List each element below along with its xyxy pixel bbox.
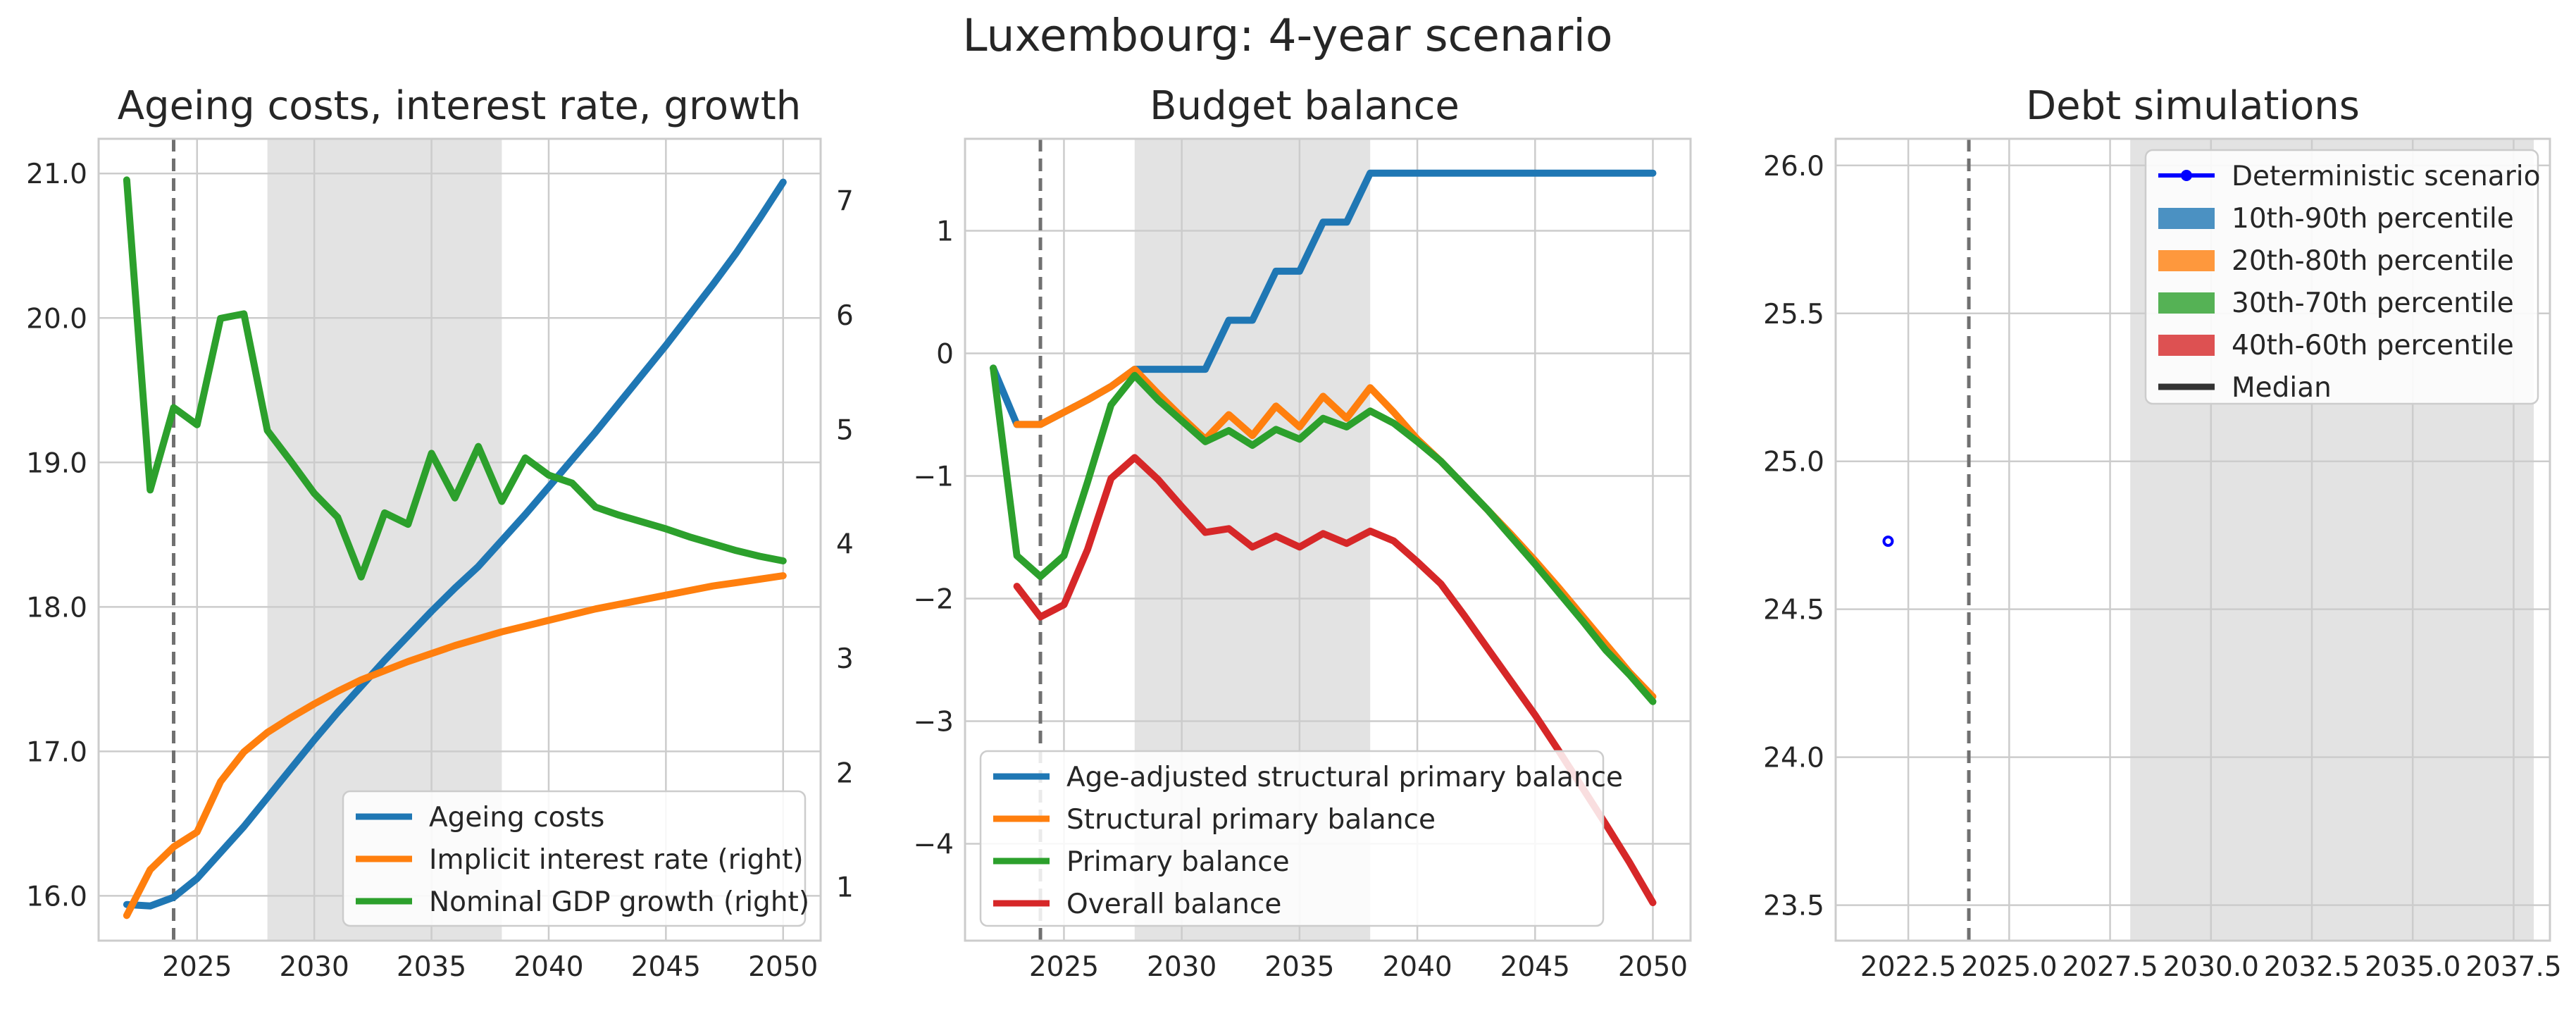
x-tick-label: 2027.5 bbox=[2062, 951, 2158, 983]
legend-swatch bbox=[2158, 292, 2215, 314]
legend: Age-adjusted structural primary balance S… bbox=[981, 751, 1623, 926]
x-tick-label: 2037.5 bbox=[2465, 951, 2561, 983]
x-tick-label: 2022.5 bbox=[1860, 951, 1956, 983]
legend-label: Overall balance bbox=[1066, 889, 1281, 920]
x-tick-label: 2025 bbox=[1029, 951, 1099, 983]
y-tick-label: 19.0 bbox=[26, 447, 87, 479]
x-tick-label: 2035 bbox=[1264, 951, 1334, 983]
legend-swatch bbox=[2158, 250, 2215, 271]
legend: Ageing costs Implicit interest rate (righ… bbox=[343, 791, 809, 926]
legend-label: Primary balance bbox=[1066, 846, 1290, 878]
legend-label: 30th-70th percentile bbox=[2232, 287, 2514, 319]
y2-tick-label: 6 bbox=[836, 300, 854, 332]
legend-label: Median bbox=[2232, 372, 2332, 404]
y2-tick-label: 7 bbox=[836, 186, 854, 218]
y-tick-label: 16.0 bbox=[26, 881, 87, 912]
x-tick-label: 2040 bbox=[1382, 951, 1452, 983]
y-tick-label: 26.0 bbox=[1763, 151, 1824, 182]
y-tick-label: 25.0 bbox=[1763, 447, 1824, 478]
y-tick-label: 24.5 bbox=[1763, 595, 1824, 626]
legend-label: Ageing costs bbox=[429, 802, 604, 834]
panel-title-debt: Debt simulations bbox=[2026, 83, 2360, 129]
x-tick-label: 2030.0 bbox=[2163, 951, 2259, 983]
y2-tick-label: 2 bbox=[836, 757, 854, 789]
legend-label: 20th-80th percentile bbox=[2232, 245, 2514, 277]
y-tick-label: 23.5 bbox=[1763, 891, 1824, 922]
y-tick-label: 18.0 bbox=[26, 592, 87, 624]
x-tick-label: 2040 bbox=[514, 951, 583, 983]
x-tick-label: 2032.5 bbox=[2264, 951, 2360, 983]
x-tick-label: 2050 bbox=[1618, 951, 1688, 983]
y-tick-label: −1 bbox=[914, 462, 954, 493]
panel-debt-simulations: Debt simulations 2022.5 2025.0 2027.5 2030.… bbox=[1763, 83, 2562, 983]
x-tick-label: 2025.0 bbox=[1961, 951, 2057, 983]
panel-budget-balance: Budget balance 2025 2030 2035 2040 2045 2050 −… bbox=[914, 83, 1691, 983]
y-tick-label: 17.0 bbox=[26, 736, 87, 768]
data-point-deterministic bbox=[1884, 537, 1892, 545]
figure-title: Luxembourg: 4-year scenario bbox=[963, 10, 1613, 61]
x-tick-label: 2050 bbox=[748, 951, 818, 983]
legend-label: Structural primary balance bbox=[1066, 804, 1436, 836]
x-tick-label: 2030 bbox=[1147, 951, 1217, 983]
y2-tick-label: 3 bbox=[836, 643, 854, 675]
y-tick-label: 0 bbox=[936, 339, 954, 371]
y-tick-label: 25.5 bbox=[1763, 299, 1824, 330]
legend: Deterministic scenario 10th-90th percenti… bbox=[2146, 150, 2540, 404]
x-tick-label: 2030 bbox=[280, 951, 349, 983]
panel-title-budget: Budget balance bbox=[1150, 83, 1460, 129]
y2-tick-label: 1 bbox=[836, 872, 854, 904]
legend-label: 40th-60th percentile bbox=[2232, 330, 2514, 361]
y-tick-label: −2 bbox=[914, 584, 954, 616]
y-tick-label: −3 bbox=[914, 707, 954, 738]
legend-swatch bbox=[2158, 335, 2215, 356]
y-tick-label: 1 bbox=[936, 216, 954, 248]
x-tick-label: 2035 bbox=[397, 951, 466, 983]
x-tick-label: 2045 bbox=[631, 951, 701, 983]
y-tick-label: −4 bbox=[914, 829, 954, 861]
legend-label: Deterministic scenario bbox=[2232, 161, 2540, 192]
y-tick-label: 24.0 bbox=[1763, 743, 1824, 774]
y2-tick-label: 5 bbox=[836, 414, 854, 446]
legend-label: Nominal GDP growth (right) bbox=[429, 886, 809, 918]
legend-marker bbox=[2181, 170, 2192, 181]
panel-title-ageing: Ageing costs, interest rate, growth bbox=[118, 83, 802, 129]
y2-tick-label: 4 bbox=[836, 529, 854, 561]
y-tick-label: 21.0 bbox=[26, 159, 87, 190]
legend-label: Age-adjusted structural primary balance bbox=[1066, 762, 1623, 793]
y-tick-label: 20.0 bbox=[26, 303, 87, 335]
legend-label: Implicit interest rate (right) bbox=[429, 844, 804, 876]
x-tick-label: 2035.0 bbox=[2365, 951, 2460, 983]
x-tick-label: 2045 bbox=[1500, 951, 1570, 983]
legend-label: 10th-90th percentile bbox=[2232, 203, 2514, 235]
legend-swatch bbox=[2158, 208, 2215, 229]
panel-ageing-costs: Ageing costs, interest rate, growth 2025… bbox=[26, 83, 854, 983]
x-tick-label: 2025 bbox=[162, 951, 232, 983]
